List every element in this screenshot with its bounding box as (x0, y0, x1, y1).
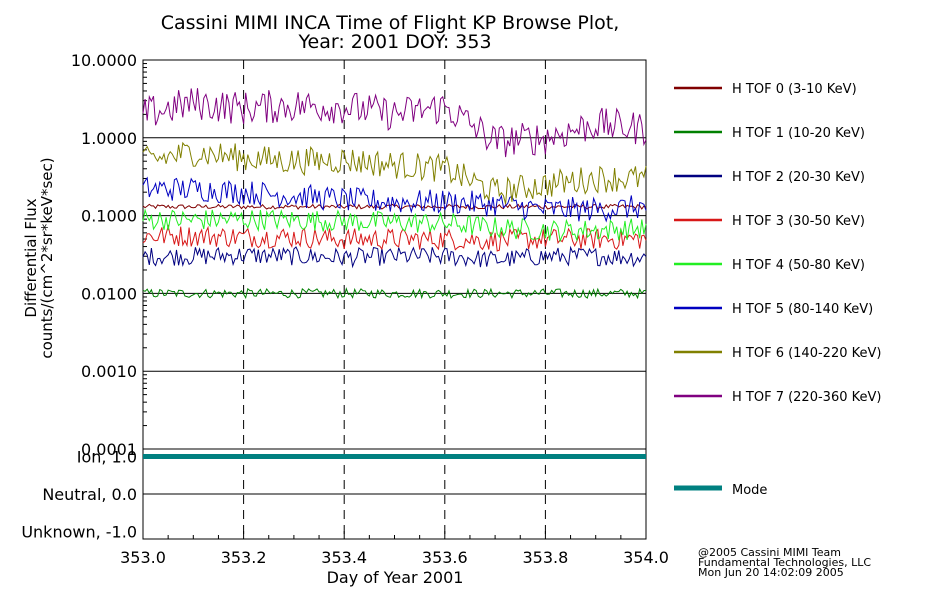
legend: H TOF 0 (3-10 KeV) H TOF 1 (10-20 KeV) H T… (674, 82, 881, 498)
mode-tick-label: Ion, 1.0 (77, 448, 137, 467)
y-tick-label: 0.1000 (81, 207, 137, 226)
y-axis-label-line2: counts/(cm^2*sr*keV*sec) (38, 157, 56, 358)
legend-label: H TOF 3 (30-50 KeV) (732, 214, 865, 229)
y-tick-label: 0.0100 (81, 284, 137, 303)
y-tick-label: 0.0010 (81, 362, 137, 381)
legend-label: H TOF 1 (10-20 KeV) (732, 126, 865, 141)
mode-tick-label: Neutral, 0.0 (42, 485, 137, 504)
x-axis-label: Day of Year 2001 (327, 568, 464, 587)
y-tick-label: 0.0001 (81, 440, 137, 459)
series-line (142, 176, 647, 223)
series-line (142, 208, 647, 243)
x-tick-labels: 353.0 353.2 353.4 353.6 353.8 354.0 (120, 548, 669, 567)
series-line (142, 224, 647, 252)
credits-line1: @2005 Cassini MIMI Team (698, 546, 841, 559)
legend-label: H TOF 7 (220-360 KeV) (732, 390, 881, 405)
x-tick-label: 353.2 (221, 548, 267, 567)
x-tick-label: 353.8 (522, 548, 568, 567)
legend-label: H TOF 6 (140-220 KeV) (732, 346, 881, 361)
y-axis-label-line1: Differential Flux (22, 198, 40, 317)
legend-label: H TOF 4 (50-80 KeV) (732, 258, 865, 273)
legend-label: H TOF 5 (80-140 KeV) (732, 302, 873, 317)
chart-title-line2: Year: 2001 DOY: 353 (297, 31, 491, 53)
x-tick-label: 353.0 (120, 548, 166, 567)
y-tick-label: 1.0000 (81, 129, 137, 148)
series-line (142, 287, 647, 300)
grid-layer (142, 60, 647, 539)
y-tick-labels: 10.0000 1.0000 0.1000 0.0100 0.0010 0.0001 (71, 51, 137, 459)
x-tick-label: 353.4 (321, 548, 367, 567)
series-layer (142, 88, 647, 300)
y-tick-label: 10.0000 (71, 51, 137, 70)
series-line (142, 141, 647, 205)
series-line (142, 88, 647, 158)
chart-title-line1: Cassini MIMI INCA Time of Flight KP Brow… (161, 12, 620, 34)
legend-label: H TOF 0 (3-10 KeV) (732, 82, 857, 97)
series-line (142, 245, 647, 269)
x-tick-label: 354.0 (623, 548, 669, 567)
credits-line2: Fundamental Technologies, LLC (698, 556, 871, 569)
x-tick-label: 353.6 (422, 548, 468, 567)
credits-line3: Mon Jun 20 14:02:09 2005 (698, 566, 844, 579)
mode-tick-label: Unknown, -1.0 (21, 523, 137, 542)
legend-label: Mode (732, 483, 767, 498)
mode-tick-labels: Ion, 1.0 Neutral, 0.0 Unknown, -1.0 (21, 448, 137, 542)
legend-label: H TOF 2 (20-30 KeV) (732, 170, 865, 185)
